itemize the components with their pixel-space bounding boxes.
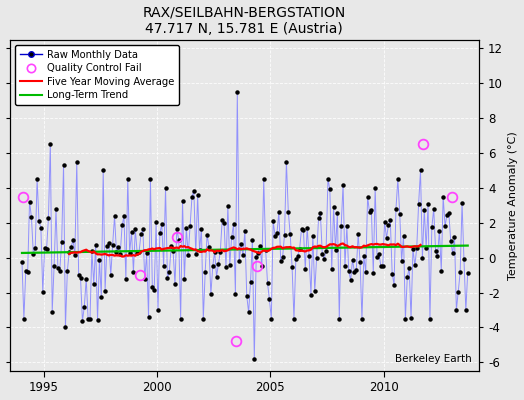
Legend: Raw Monthly Data, Quality Control Fail, Five Year Moving Average, Long-Term Tren: Raw Monthly Data, Quality Control Fail, … xyxy=(15,45,179,105)
Title: RAX/SEILBAHN-BERGSTATION
47.717 N, 15.781 E (Austria): RAX/SEILBAHN-BERGSTATION 47.717 N, 15.78… xyxy=(143,6,346,36)
Text: Berkeley Earth: Berkeley Earth xyxy=(395,354,472,364)
Y-axis label: Temperature Anomaly (°C): Temperature Anomaly (°C) xyxy=(508,131,518,280)
